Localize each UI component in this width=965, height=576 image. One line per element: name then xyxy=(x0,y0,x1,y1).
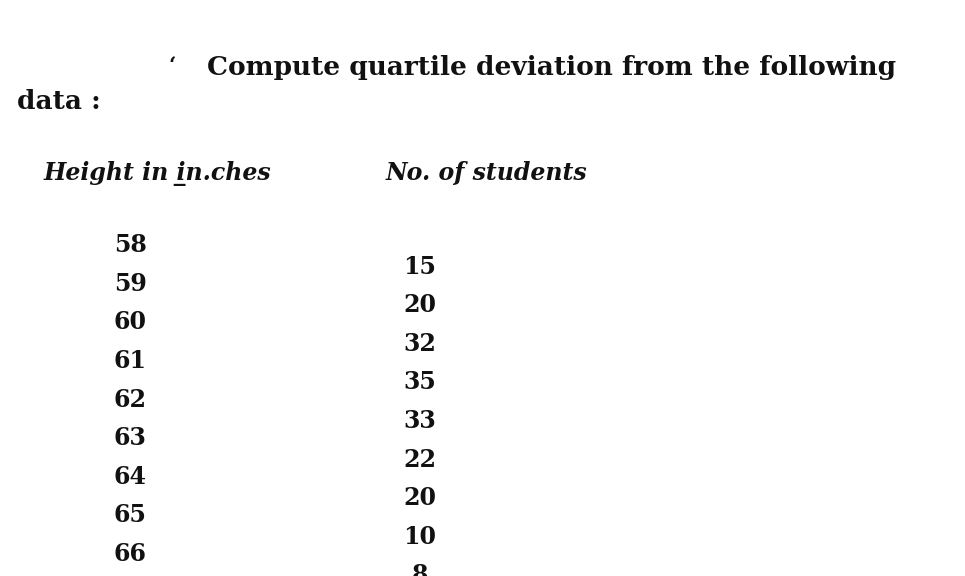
Text: 8: 8 xyxy=(411,563,428,576)
Text: 59: 59 xyxy=(114,272,147,296)
Text: 15: 15 xyxy=(403,255,436,279)
Text: 32: 32 xyxy=(403,332,436,356)
Text: 58: 58 xyxy=(114,233,147,257)
Text: 61: 61 xyxy=(114,349,147,373)
Text: 10: 10 xyxy=(403,525,436,549)
Text: data :: data : xyxy=(17,89,101,114)
Text: 63: 63 xyxy=(114,426,147,450)
Text: 62: 62 xyxy=(114,388,147,412)
Text: 33: 33 xyxy=(403,409,436,433)
Text: 60: 60 xyxy=(114,310,147,335)
Text: 66: 66 xyxy=(114,542,147,566)
Text: 20: 20 xyxy=(403,486,436,510)
Text: Compute quartile deviation from the following: Compute quartile deviation from the foll… xyxy=(207,55,896,79)
Text: 64: 64 xyxy=(114,465,147,489)
Text: 20: 20 xyxy=(403,293,436,317)
Text: 65: 65 xyxy=(114,503,147,528)
Text: No. of students: No. of students xyxy=(386,161,588,185)
Text: 35: 35 xyxy=(403,370,436,395)
Text: 22: 22 xyxy=(403,448,436,472)
Text: ‘: ‘ xyxy=(169,55,177,75)
Text: Height in i̲n.ches: Height in i̲n.ches xyxy=(43,161,271,186)
